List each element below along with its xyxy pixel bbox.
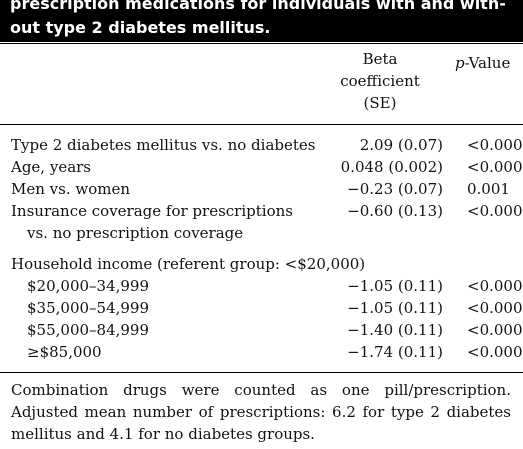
row-label: Household income (referent group: <$20,0…: [11, 255, 366, 273]
table-top-rule: [0, 43, 523, 44]
row-beta: 0.048 (0.002): [340, 158, 443, 176]
column-header-beta: Beta coefficient (SE): [340, 48, 420, 114]
row-label: Age, years: [11, 158, 92, 176]
row-pvalue: <0.0001: [467, 321, 523, 339]
row-label: ≥$85,000: [27, 343, 102, 361]
column-header-pvalue: p-Value: [455, 54, 523, 72]
row-beta: −0.23 (0.07): [347, 180, 443, 198]
beta-header-line-3: (SE): [363, 94, 397, 112]
row-label: $20,000–34,999: [27, 277, 150, 295]
row-pvalue: <0.0001: [467, 158, 523, 176]
row-beta: −1.05 (0.11): [347, 299, 443, 317]
table-row-group-header: Household income (referent group: <$20,0…: [0, 253, 523, 275]
table-row: Type 2 diabetes mellitus vs. no diabetes…: [0, 134, 523, 156]
table-row: $35,000–54,999 −1.05 (0.11) <0.0001: [0, 297, 523, 319]
caption-line-1: prescription medications for individuals…: [10, 0, 506, 13]
row-pvalue: <0.0001: [467, 202, 523, 220]
row-pvalue: <0.0001: [467, 343, 523, 361]
row-label: Insurance coverage for prescriptions: [11, 202, 293, 220]
row-beta: −0.60 (0.13): [347, 202, 443, 220]
row-label: $35,000–54,999: [27, 299, 150, 317]
table-row: $20,000–34,999 −1.05 (0.11) <0.0001: [0, 275, 523, 297]
table-footnote: Combination drugs were counted as one pi…: [11, 381, 511, 443]
pvalue-header-p: p: [455, 54, 465, 72]
table-row: ≥$85,000 −1.74 (0.11) <0.0001: [0, 341, 523, 363]
table-header-rule: [0, 124, 523, 125]
row-beta: 2.09 (0.07): [359, 136, 443, 154]
pvalue-header-rest: -Value: [464, 54, 511, 72]
table-row: Men vs. women −0.23 (0.07) 0.001: [0, 178, 523, 200]
caption-line-2: out type 2 diabetes mellitus.: [10, 18, 271, 37]
row-label: vs. no prescription coverage: [27, 224, 244, 242]
row-beta: −1.40 (0.11): [347, 321, 443, 339]
table-bottom-rule: [0, 372, 523, 373]
row-beta: −1.74 (0.11): [347, 343, 443, 361]
table-caption: prescription medications for individuals…: [0, 0, 523, 42]
row-label: $55,000–84,999: [27, 321, 150, 339]
row-pvalue: <0.0001: [467, 277, 523, 295]
row-pvalue: <0.0001: [467, 136, 523, 154]
row-label: Men vs. women: [11, 180, 131, 198]
table-row: Insurance coverage for prescriptions −0.…: [0, 200, 523, 222]
row-pvalue: <0.0001: [467, 299, 523, 317]
beta-header-line-2: coefficient: [340, 72, 420, 90]
row-beta: −1.05 (0.11): [347, 277, 443, 295]
table-row: $55,000–84,999 −1.40 (0.11) <0.0001: [0, 319, 523, 341]
table-row-continuation: vs. no prescription coverage: [0, 222, 523, 244]
row-pvalue: 0.001: [467, 180, 510, 198]
table-row: Age, years 0.048 (0.002) <0.0001: [0, 156, 523, 178]
row-label: Type 2 diabetes mellitus vs. no diabetes: [11, 136, 316, 154]
beta-header-line-1: Beta: [362, 50, 398, 68]
